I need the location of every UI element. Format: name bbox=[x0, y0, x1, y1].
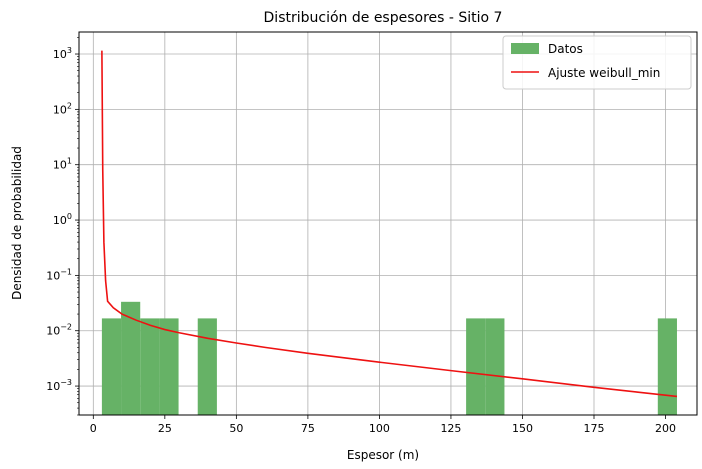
chart-title: Distribución de espesores - Sitio 7 bbox=[264, 10, 503, 26]
y-tick-label: 102 bbox=[53, 101, 72, 116]
y-tick-label: 10−2 bbox=[46, 323, 72, 338]
x-tick-label: 175 bbox=[584, 422, 605, 435]
histogram-bars bbox=[101, 301, 677, 415]
x-tick-label: 200 bbox=[655, 422, 676, 435]
histogram-bar bbox=[121, 301, 141, 415]
histogram-bar bbox=[485, 318, 505, 415]
histogram-bar bbox=[197, 318, 217, 415]
fit-line-layer bbox=[101, 50, 678, 398]
x-tick-label: 75 bbox=[301, 422, 315, 435]
legend-label-ajuste: Ajuste weibull_min bbox=[548, 66, 660, 80]
x-tick-label: 100 bbox=[369, 422, 390, 435]
x-tick-label: 25 bbox=[158, 422, 172, 435]
y-tick-label: 100 bbox=[53, 212, 72, 227]
y-axis-ticks: 10−3 10−2 10−1 100 101 102 103 bbox=[46, 37, 79, 416]
y-tick-label: 101 bbox=[53, 157, 72, 172]
histogram-bar bbox=[657, 318, 677, 415]
legend-label-datos: Datos bbox=[548, 42, 583, 56]
fit-line bbox=[101, 50, 678, 398]
legend: Datos Ajuste weibull_min bbox=[502, 35, 692, 90]
x-tick-label: 0 bbox=[90, 422, 97, 435]
y-axis-label: Densidad de probabilidad bbox=[10, 146, 24, 300]
y-tick-label: 10−3 bbox=[46, 378, 72, 393]
y-tick-label: 103 bbox=[53, 46, 72, 61]
x-tick-label: 50 bbox=[229, 422, 243, 435]
x-axis-ticks: 0 25 50 75 100 125 150 175 200 bbox=[90, 415, 676, 435]
legend-box bbox=[502, 35, 692, 90]
grid bbox=[79, 32, 697, 415]
histogram-bar bbox=[159, 318, 179, 415]
histogram-bar bbox=[140, 318, 160, 415]
y-tick-label: 10−1 bbox=[46, 267, 72, 282]
histogram-bar bbox=[466, 318, 486, 415]
plot-frame bbox=[78, 31, 698, 416]
histogram-bar bbox=[101, 318, 122, 415]
x-tick-label: 150 bbox=[512, 422, 533, 435]
x-tick-label: 125 bbox=[440, 422, 461, 435]
x-axis-label: Espesor (m) bbox=[347, 448, 419, 462]
legend-swatch-datos bbox=[511, 43, 539, 54]
